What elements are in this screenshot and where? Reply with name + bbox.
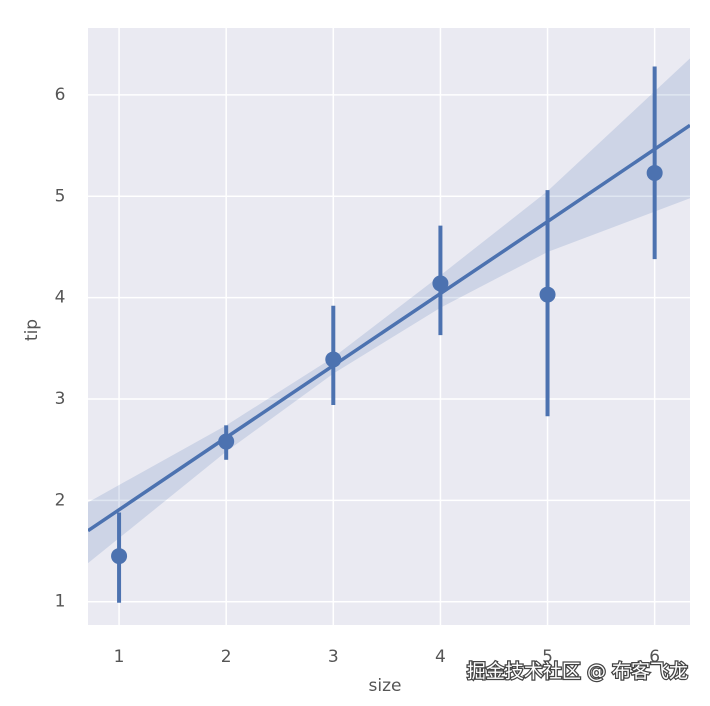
y-tick-label: 5 bbox=[55, 186, 66, 206]
x-tick-label: 5 bbox=[542, 647, 553, 667]
point bbox=[432, 275, 449, 292]
point bbox=[111, 548, 128, 565]
y-tick-label: 1 bbox=[55, 592, 66, 612]
x-tick-label: 4 bbox=[435, 647, 446, 667]
y-tick-label: 4 bbox=[55, 288, 66, 308]
point bbox=[539, 286, 556, 303]
x-tick-label: 6 bbox=[649, 647, 660, 667]
y-tick-label: 3 bbox=[55, 389, 66, 409]
point bbox=[325, 351, 342, 368]
confidence-band bbox=[88, 58, 690, 564]
point bbox=[646, 164, 663, 181]
x-axis-label: size bbox=[369, 676, 402, 696]
point bbox=[218, 433, 235, 450]
y-tick-label: 6 bbox=[55, 85, 66, 105]
regression-line bbox=[88, 123, 690, 533]
watermark: 掘金技术社区 @ 布客飞龙 bbox=[467, 661, 688, 683]
x-tick-label: 1 bbox=[114, 647, 125, 667]
x-tick-label: 2 bbox=[221, 647, 232, 667]
x-tick-label: 3 bbox=[328, 647, 339, 667]
y-tick-label: 2 bbox=[55, 490, 66, 510]
y-axis-label: tip bbox=[22, 319, 42, 341]
